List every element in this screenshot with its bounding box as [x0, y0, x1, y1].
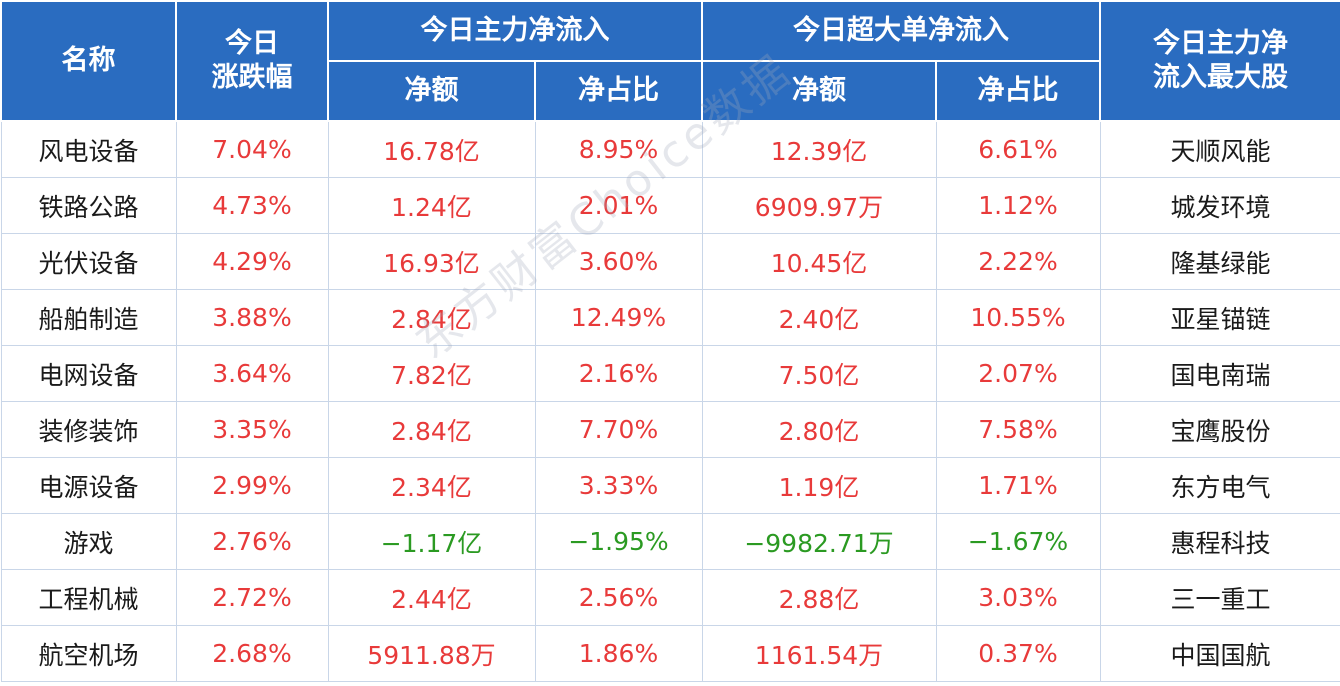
main-amount-cell: 2.84亿: [327, 289, 536, 346]
change-cell: 2.99%: [175, 457, 329, 514]
main-amount-cell: 7.82亿: [327, 345, 536, 402]
table-row: 装修装饰 3.35% 2.84亿 7.70% 2.80亿 7.58% 宝鹰股份: [0, 401, 1340, 458]
table-body: 风电设备 7.04% 16.78亿 8.95% 12.39亿 6.61% 天顺风能 铁路公路 4…: [0, 120, 1340, 682]
top-stock-cell: 宝鹰股份: [1099, 401, 1340, 458]
header-super-flow: 今日超大单净流入: [701, 0, 1101, 62]
top-stock-cell: 隆基绿能: [1099, 233, 1340, 290]
super-ratio-cell: 3.03%: [935, 569, 1101, 626]
table-row: 工程机械 2.72% 2.44亿 2.56% 2.88亿 3.03% 三一重工: [0, 569, 1340, 626]
super-ratio-cell: 2.22%: [935, 233, 1101, 290]
super-ratio-cell: −1.67%: [935, 513, 1101, 570]
main-ratio-cell: 2.16%: [534, 345, 703, 402]
super-amount-cell: 2.88亿: [701, 569, 937, 626]
top-stock-cell: 惠程科技: [1099, 513, 1340, 570]
header-name: 名称: [0, 0, 177, 122]
main-amount-cell: 16.93亿: [327, 233, 536, 290]
sector-name: 铁路公路: [0, 177, 177, 234]
super-ratio-cell: 1.12%: [935, 177, 1101, 234]
super-amount-cell: 1.19亿: [701, 457, 937, 514]
header-super-ratio: 净占比: [935, 60, 1101, 122]
change-cell: 2.68%: [175, 625, 329, 682]
change-cell: 2.72%: [175, 569, 329, 626]
sector-name: 游戏: [0, 513, 177, 570]
sector-name: 光伏设备: [0, 233, 177, 290]
change-cell: 4.29%: [175, 233, 329, 290]
table-row: 铁路公路 4.73% 1.24亿 2.01% 6909.97万 1.12% 城发环境: [0, 177, 1340, 234]
change-cell: 7.04%: [175, 120, 329, 178]
main-ratio-cell: 7.70%: [534, 401, 703, 458]
super-amount-cell: 1161.54万: [701, 625, 937, 682]
super-amount-cell: 7.50亿: [701, 345, 937, 402]
header-top-stock: 今日主力净 流入最大股: [1099, 0, 1340, 122]
main-ratio-cell: 2.01%: [534, 177, 703, 234]
super-ratio-cell: 6.61%: [935, 120, 1101, 178]
sector-name: 船舶制造: [0, 289, 177, 346]
main-amount-cell: −1.17亿: [327, 513, 536, 570]
header-main-ratio: 净占比: [534, 60, 703, 122]
table-row: 光伏设备 4.29% 16.93亿 3.60% 10.45亿 2.22% 隆基绿能: [0, 233, 1340, 290]
table-row: 航空机场 2.68% 5911.88万 1.86% 1161.54万 0.37% 中国国航: [0, 625, 1340, 682]
main-ratio-cell: −1.95%: [534, 513, 703, 570]
table-row: 游戏 2.76% −1.17亿 −1.95% −9982.71万 −1.67% 惠程科技: [0, 513, 1340, 570]
super-amount-cell: 10.45亿: [701, 233, 937, 290]
main-amount-cell: 2.84亿: [327, 401, 536, 458]
super-amount-cell: −9982.71万: [701, 513, 937, 570]
super-ratio-cell: 7.58%: [935, 401, 1101, 458]
sector-name: 风电设备: [0, 120, 177, 178]
super-ratio-cell: 1.71%: [935, 457, 1101, 514]
super-amount-cell: 6909.97万: [701, 177, 937, 234]
sector-name: 电网设备: [0, 345, 177, 402]
sector-name: 航空机场: [0, 625, 177, 682]
super-ratio-cell: 0.37%: [935, 625, 1101, 682]
sector-name: 电源设备: [0, 457, 177, 514]
top-stock-cell: 东方电气: [1099, 457, 1340, 514]
main-amount-cell: 2.34亿: [327, 457, 536, 514]
table-row: 船舶制造 3.88% 2.84亿 12.49% 2.40亿 10.55% 亚星锚链: [0, 289, 1340, 346]
sector-name: 工程机械: [0, 569, 177, 626]
change-cell: 2.76%: [175, 513, 329, 570]
main-ratio-cell: 3.33%: [534, 457, 703, 514]
top-stock-cell: 三一重工: [1099, 569, 1340, 626]
sector-name: 装修装饰: [0, 401, 177, 458]
header-main-flow: 今日主力净流入: [327, 0, 703, 62]
super-ratio-cell: 10.55%: [935, 289, 1101, 346]
top-stock-cell: 中国国航: [1099, 625, 1340, 682]
main-ratio-cell: 2.56%: [534, 569, 703, 626]
main-amount-cell: 1.24亿: [327, 177, 536, 234]
top-stock-cell: 城发环境: [1099, 177, 1340, 234]
main-amount-cell: 2.44亿: [327, 569, 536, 626]
main-amount-cell: 16.78亿: [327, 120, 536, 178]
super-amount-cell: 2.40亿: [701, 289, 937, 346]
change-cell: 3.88%: [175, 289, 329, 346]
main-ratio-cell: 1.86%: [534, 625, 703, 682]
top-stock-cell: 亚星锚链: [1099, 289, 1340, 346]
table-row: 电源设备 2.99% 2.34亿 3.33% 1.19亿 1.71% 东方电气: [0, 457, 1340, 514]
header-change: 今日 涨跌幅: [175, 0, 329, 122]
main-ratio-cell: 12.49%: [534, 289, 703, 346]
super-ratio-cell: 2.07%: [935, 345, 1101, 402]
main-amount-cell: 5911.88万: [327, 625, 536, 682]
super-amount-cell: 2.80亿: [701, 401, 937, 458]
change-cell: 4.73%: [175, 177, 329, 234]
table-row: 电网设备 3.64% 7.82亿 2.16% 7.50亿 2.07% 国电南瑞: [0, 345, 1340, 402]
main-ratio-cell: 3.60%: [534, 233, 703, 290]
top-stock-cell: 国电南瑞: [1099, 345, 1340, 402]
super-amount-cell: 12.39亿: [701, 120, 937, 178]
table-row: 风电设备 7.04% 16.78亿 8.95% 12.39亿 6.61% 天顺风能: [0, 120, 1340, 178]
change-cell: 3.35%: [175, 401, 329, 458]
top-stock-cell: 天顺风能: [1099, 120, 1340, 178]
main-ratio-cell: 8.95%: [534, 120, 703, 178]
header-super-amount: 净额: [701, 60, 937, 122]
change-cell: 3.64%: [175, 345, 329, 402]
header-main-amount: 净额: [327, 60, 536, 122]
